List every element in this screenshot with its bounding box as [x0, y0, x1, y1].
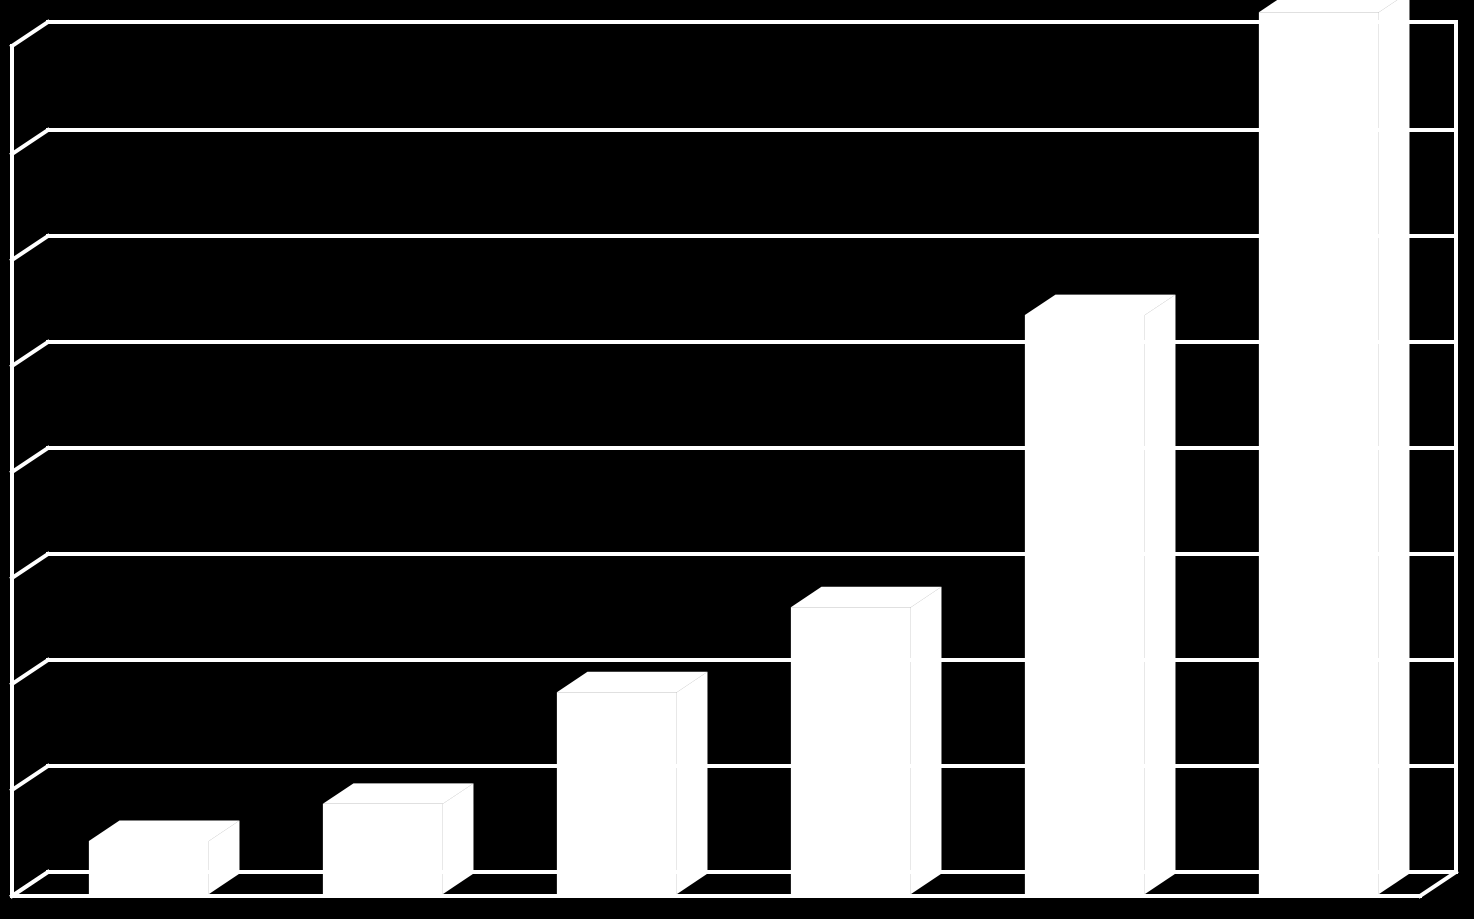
bar-chart-3d — [0, 0, 1474, 919]
